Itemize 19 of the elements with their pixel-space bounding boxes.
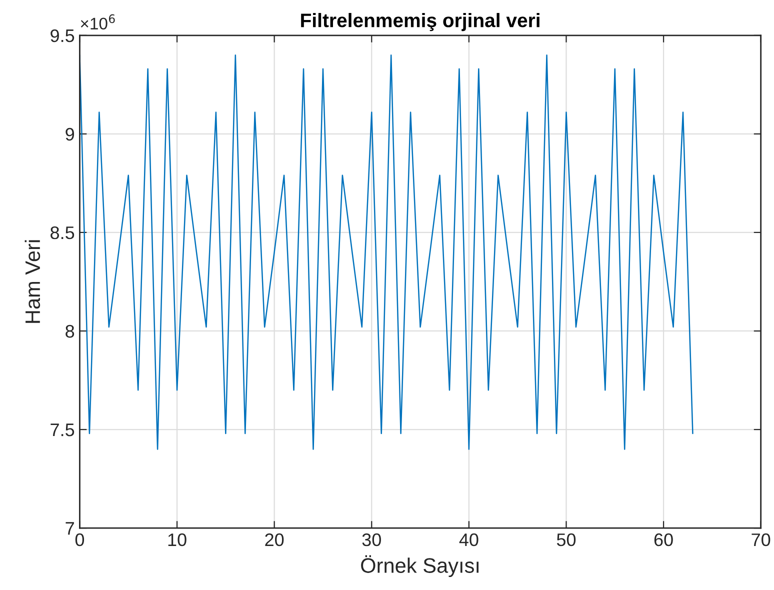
x-tick-label: 50 [556,533,576,546]
y-tick-label: 9 [66,128,74,141]
x-axis-title: Örnek Sayısı [361,555,479,578]
x-tick-label: 40 [459,533,478,546]
chart-title: Filtrelenmemiş orjinal veri [301,12,540,32]
x-tick-label: 60 [654,533,673,546]
x-tick-label: 20 [265,533,284,546]
x-tick-label: 30 [362,533,381,546]
x-tick-label: 70 [752,533,770,546]
line-series [80,54,694,450]
y-tick-label: 7.5 [50,424,74,436]
y-tick-label: 9.5 [50,29,74,42]
y-axis-title: Ham Veri [24,240,40,323]
x-tick-label: 0 [75,533,84,546]
y-tick-label: 7 [66,522,74,535]
y-tick-label: 8.5 [50,226,74,240]
x-tick-label: 10 [168,533,186,546]
text: ×10$^{6}$ [80,14,115,30]
y-tick-label: 8 [66,324,74,338]
